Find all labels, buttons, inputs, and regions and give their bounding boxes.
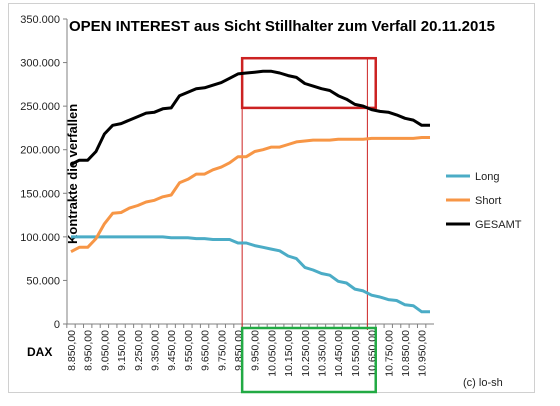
y-tick-label: 300.000 bbox=[20, 58, 60, 70]
y-tick-label: 50.000 bbox=[26, 275, 60, 287]
series-lines bbox=[70, 69, 430, 314]
legend-label-short: Short bbox=[475, 195, 501, 207]
green-highlight-box bbox=[240, 326, 377, 394]
x-tick-label: 9.250,00 bbox=[133, 330, 145, 371]
legend: Long Short GESAMT bbox=[446, 171, 522, 231]
chart-title: OPEN INTEREST aus Sicht Stillhalter zum … bbox=[69, 18, 495, 35]
x-tick-label: 10.850,00 bbox=[400, 330, 412, 377]
highlight-markers bbox=[240, 56, 377, 394]
x-tick-label: 10.950,00 bbox=[417, 330, 429, 377]
x-tick-label: 10.150,00 bbox=[283, 330, 295, 377]
x-axis-label: DAX bbox=[27, 345, 52, 359]
x-tick-label: 10.050,00 bbox=[266, 330, 278, 377]
credit-label: (c) lo-sh bbox=[463, 377, 503, 389]
x-tick-label: 8.850,00 bbox=[66, 330, 78, 371]
x-tick-label: 10.750,00 bbox=[383, 330, 395, 377]
y-tick-label: 200.000 bbox=[20, 145, 60, 157]
x-tick-label: 10.450,00 bbox=[333, 330, 345, 377]
y-tick-label: 150.000 bbox=[20, 188, 60, 200]
x-tick-label: 10.550,00 bbox=[350, 330, 362, 377]
legend-label-long: Long bbox=[475, 171, 499, 183]
legend-label-gesamt: GESAMT bbox=[475, 219, 522, 231]
x-tick-label: 9.950,00 bbox=[250, 330, 262, 371]
axes: 0 50.000 100.000 150.000 200.000 250.000 300.0… bbox=[20, 14, 434, 377]
x-tick-label: 9.750,00 bbox=[216, 330, 228, 371]
y-tick-label: 350.000 bbox=[20, 14, 60, 26]
chart-frame: OPEN INTEREST aus Sicht Stillhalter zum … bbox=[8, 3, 535, 394]
x-tick-label: 9.450,00 bbox=[166, 330, 178, 371]
y-tick-label: 0 bbox=[54, 319, 60, 331]
y-tick-label: 250.000 bbox=[20, 101, 60, 113]
red-highlight-box bbox=[240, 56, 377, 110]
x-tick-label: 9.550,00 bbox=[183, 330, 195, 371]
series-line-short bbox=[70, 136, 430, 254]
x-tick-label: 9.150,00 bbox=[116, 330, 128, 371]
series-line-gesamt bbox=[70, 69, 430, 166]
x-tick-label: 9.050,00 bbox=[99, 330, 111, 371]
x-tick-label: 8.950,00 bbox=[83, 330, 95, 371]
x-tick-label: 10.350,00 bbox=[316, 330, 328, 377]
series-line-long bbox=[71, 235, 430, 314]
x-tick-label: 9.350,00 bbox=[149, 330, 161, 371]
open-interest-chart: OPEN INTEREST aus Sicht Stillhalter zum … bbox=[20, 14, 522, 394]
y-axis-label: Kontrakte die verfallen bbox=[65, 104, 80, 244]
x-tick-label: 10.250,00 bbox=[300, 330, 312, 377]
x-tick-label: 9.650,00 bbox=[200, 330, 212, 371]
y-tick-label: 100.000 bbox=[20, 232, 60, 244]
